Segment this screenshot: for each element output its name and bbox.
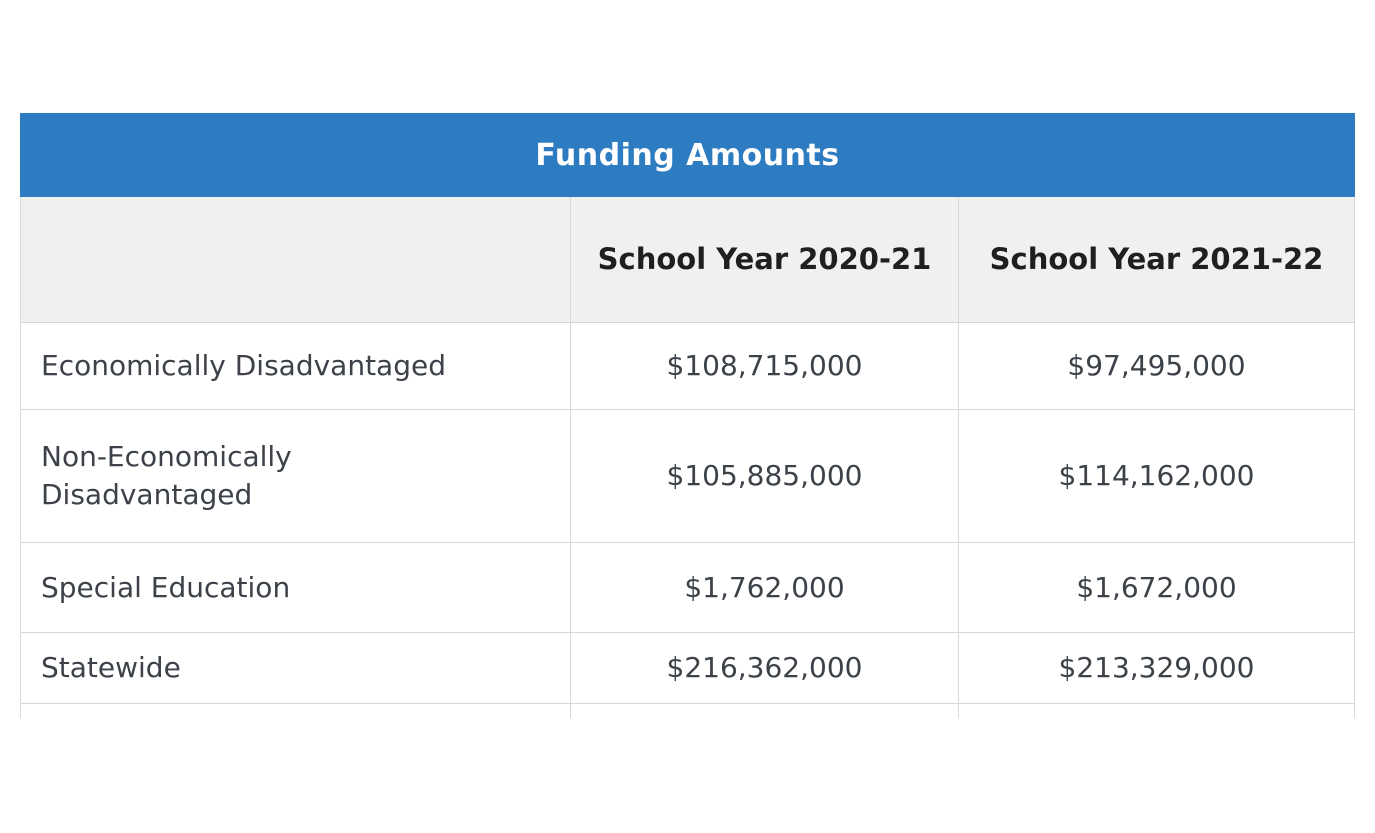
column-header-year-2020-21: School Year 2020-21 <box>570 197 958 322</box>
row-label-cell: Statewide <box>21 633 570 703</box>
stub-cell <box>21 704 570 718</box>
table-title: Funding Amounts <box>535 137 840 173</box>
table-row: Non-Economically Disadvantaged $105,885,… <box>21 410 1354 543</box>
table-body: Economically Disadvantaged $108,715,000 … <box>21 323 1354 704</box>
funding-amounts-table: Funding Amounts School Year 2020-21 Scho… <box>20 113 1355 718</box>
column-header-row: School Year 2020-21 School Year 2021-22 <box>21 197 1354 323</box>
row-label: Economically Disadvantaged <box>41 349 446 383</box>
column-header-year-2021-22: School Year 2021-22 <box>958 197 1354 322</box>
table-row: Economically Disadvantaged $108,715,000 … <box>21 323 1354 410</box>
stub-cell <box>958 704 1354 718</box>
row-label-cell: Special Education <box>21 543 570 632</box>
value-cell-2021-22: $97,495,000 <box>958 323 1354 409</box>
value-cell-2020-21: $1,762,000 <box>570 543 958 632</box>
stub-cell <box>570 704 958 718</box>
table-title-bar: Funding Amounts <box>20 113 1355 197</box>
column-header-empty <box>21 197 570 322</box>
value-cell-2020-21: $108,715,000 <box>570 323 958 409</box>
cropped-stub-row <box>21 704 1354 718</box>
table-row: Special Education $1,762,000 $1,672,000 <box>21 543 1354 633</box>
value-cell-2020-21: $216,362,000 <box>570 633 958 703</box>
table-grid: School Year 2020-21 School Year 2021-22 … <box>20 197 1355 718</box>
table-row: Statewide $216,362,000 $213,329,000 <box>21 633 1354 704</box>
row-label: Non-Economically Disadvantaged <box>41 440 292 511</box>
row-label: Statewide <box>41 651 181 685</box>
value-cell-2021-22: $213,329,000 <box>958 633 1354 703</box>
value-cell-2020-21: $105,885,000 <box>570 410 958 542</box>
value-cell-2021-22: $114,162,000 <box>958 410 1354 542</box>
row-label-cell: Economically Disadvantaged <box>21 323 570 409</box>
row-label-cell: Non-Economically Disadvantaged <box>21 410 570 542</box>
row-label: Special Education <box>41 570 291 604</box>
value-cell-2021-22: $1,672,000 <box>958 543 1354 632</box>
